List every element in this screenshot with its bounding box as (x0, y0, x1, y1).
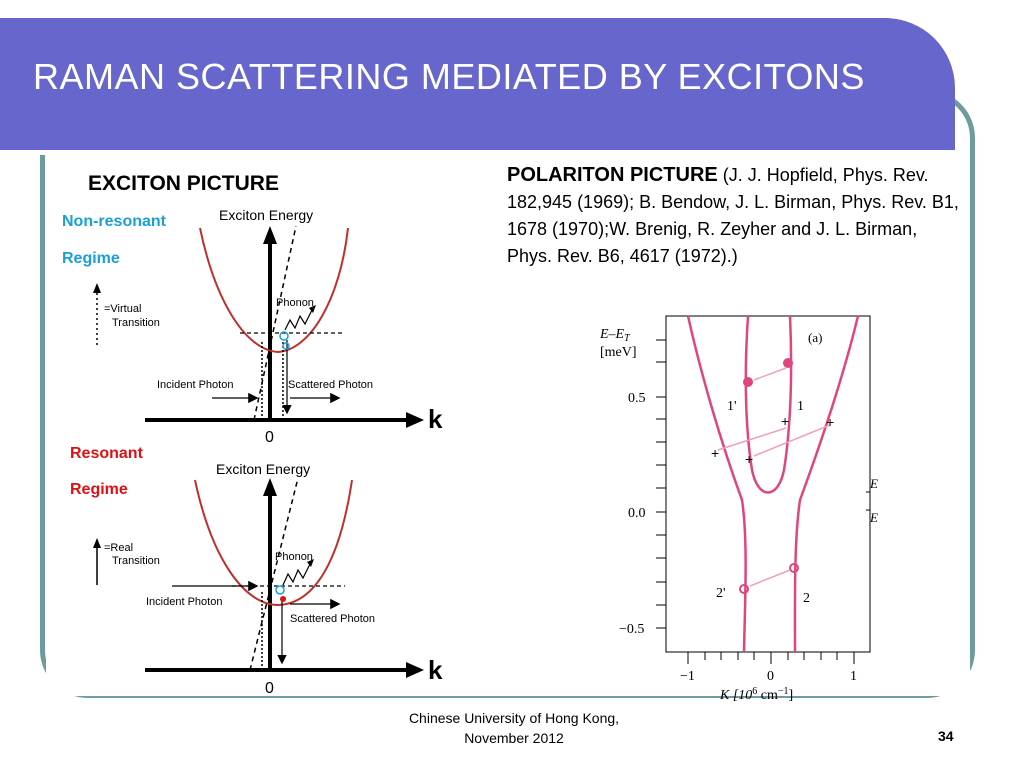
point-2prime (739, 584, 749, 594)
scattering-arrows (717, 367, 831, 587)
energy-axis-arrowhead-icon (263, 226, 277, 244)
legend-virtual: =Virtual (104, 303, 141, 315)
plot-frame (665, 315, 871, 653)
exciton-dispersion-curve (199, 227, 349, 354)
real-state-marker-2 (280, 596, 286, 602)
branch-label-2prime: 2' (716, 586, 726, 601)
plus-3: + (711, 445, 719, 461)
real-state-marker (275, 585, 285, 595)
polariton-citation: (J. J. Hopfield, Phys. Rev. 182,945 (196… (507, 165, 959, 266)
axis-title-exciton-energy-2: Exciton Energy (216, 461, 310, 477)
x-tick-m1: −1 (680, 669, 695, 684)
nonresonant-diagram: =Virtual Transition Exciton Energy k 0 P… (93, 207, 443, 446)
footer-line-1: Chinese University of Hong Kong, (408, 710, 620, 726)
slide-title: RAMAN SCATTERING MEDIATED BY EXCITONS (33, 56, 865, 97)
branch-label-1: 1 (797, 399, 804, 414)
y-tick-m05: −0.5 (619, 622, 644, 637)
k-label: k (428, 404, 443, 434)
phonon-wave (284, 309, 313, 331)
x-axis-label: K [106 cm−1] (719, 686, 793, 703)
footer: Chinese University of Hong Kong, Novembe… (384, 708, 644, 748)
axis-title-exciton-energy: Exciton Energy (219, 207, 313, 223)
virtual-state-marker-2 (282, 342, 290, 350)
nonresonant-label-2: Regime (62, 250, 120, 267)
origin-label: 0 (265, 429, 274, 446)
x-tick-1: 1 (850, 669, 857, 684)
resonant-label-1: Resonant (70, 445, 143, 462)
panel-label: (a) (808, 330, 822, 345)
y-axis-label: E–ET (599, 327, 631, 344)
plus-4: + (745, 451, 753, 467)
point-1-upper (783, 358, 793, 368)
side-glyph-2: E (869, 510, 878, 525)
y-tick-05: 0.5 (628, 391, 646, 406)
branch-label-2: 2 (803, 591, 810, 606)
phonon-label-2: Phonon (275, 551, 313, 563)
title-bar (0, 18, 955, 155)
phonon-arrowhead-icon-2 (307, 559, 314, 567)
nonresonant-label-1: Non-resonant (62, 213, 166, 230)
energy-axis-arrowhead-icon-2 (263, 478, 277, 496)
plus-1: + (781, 413, 789, 429)
k-axis-arrowhead-icon-2 (406, 662, 424, 678)
incident-photon-label: Incident Photon (157, 379, 233, 391)
footer-line-2: November 2012 (464, 730, 564, 746)
phonon-arrowhead-icon (309, 305, 316, 313)
legend-arrowhead-icon-2 (93, 538, 101, 548)
polariton-description: POLARITON PICTURE (J. J. Hopfield, Phys.… (507, 162, 962, 270)
page-number: 34 (938, 728, 954, 744)
resonant-label-2: Regime (70, 481, 128, 498)
exciton-dispersion-curve-2 (194, 479, 353, 607)
photon-dispersion-line-2 (249, 477, 299, 671)
k-label-2: k (428, 655, 443, 685)
legend-arrowhead-icon (93, 283, 101, 293)
scattered-photon-label: Scattered Photon (288, 379, 373, 391)
y-axis-unit: [meV] (600, 345, 637, 360)
outer-right-branch (793, 315, 860, 653)
legend-transition-2: Transition (112, 555, 160, 567)
phonon-wave-2 (282, 563, 311, 586)
resonant-diagram: =Real Transition Exciton Energy k 0 Phon… (93, 461, 443, 697)
phonon-label: Phonon (276, 297, 314, 309)
point-1prime-upper (743, 377, 753, 387)
point-2 (789, 563, 799, 573)
plus-2: + (826, 414, 834, 430)
legend-real: =Real (104, 542, 133, 554)
title-underline (0, 150, 905, 155)
outer-left-branch (686, 315, 747, 653)
polariton-plot: 0.5 0.0 −0.5 −1 0 1 E–ET [meV] (a) K [10… (599, 315, 878, 703)
exciton-heading: EXCITON PICTURE (88, 172, 279, 195)
scattered-photon-label-2: Scattered Photon (290, 613, 375, 625)
legend-transition: Transition (112, 317, 160, 329)
branch-label-1prime: 1' (727, 399, 737, 414)
incident-photon-label-2: Incident Photon (146, 596, 222, 608)
polariton-heading: POLARITON PICTURE (507, 164, 718, 186)
x-tick-0: 0 (767, 669, 774, 684)
x-ticks (687, 652, 855, 664)
origin-label-2: 0 (265, 680, 274, 697)
virtual-state-marker (279, 331, 289, 341)
side-glyph-1: E (869, 476, 878, 491)
photon-dispersion-line (253, 225, 297, 421)
y-ticks (656, 339, 666, 629)
k-axis-arrowhead-icon (406, 412, 424, 428)
y-tick-00: 0.0 (628, 506, 646, 521)
